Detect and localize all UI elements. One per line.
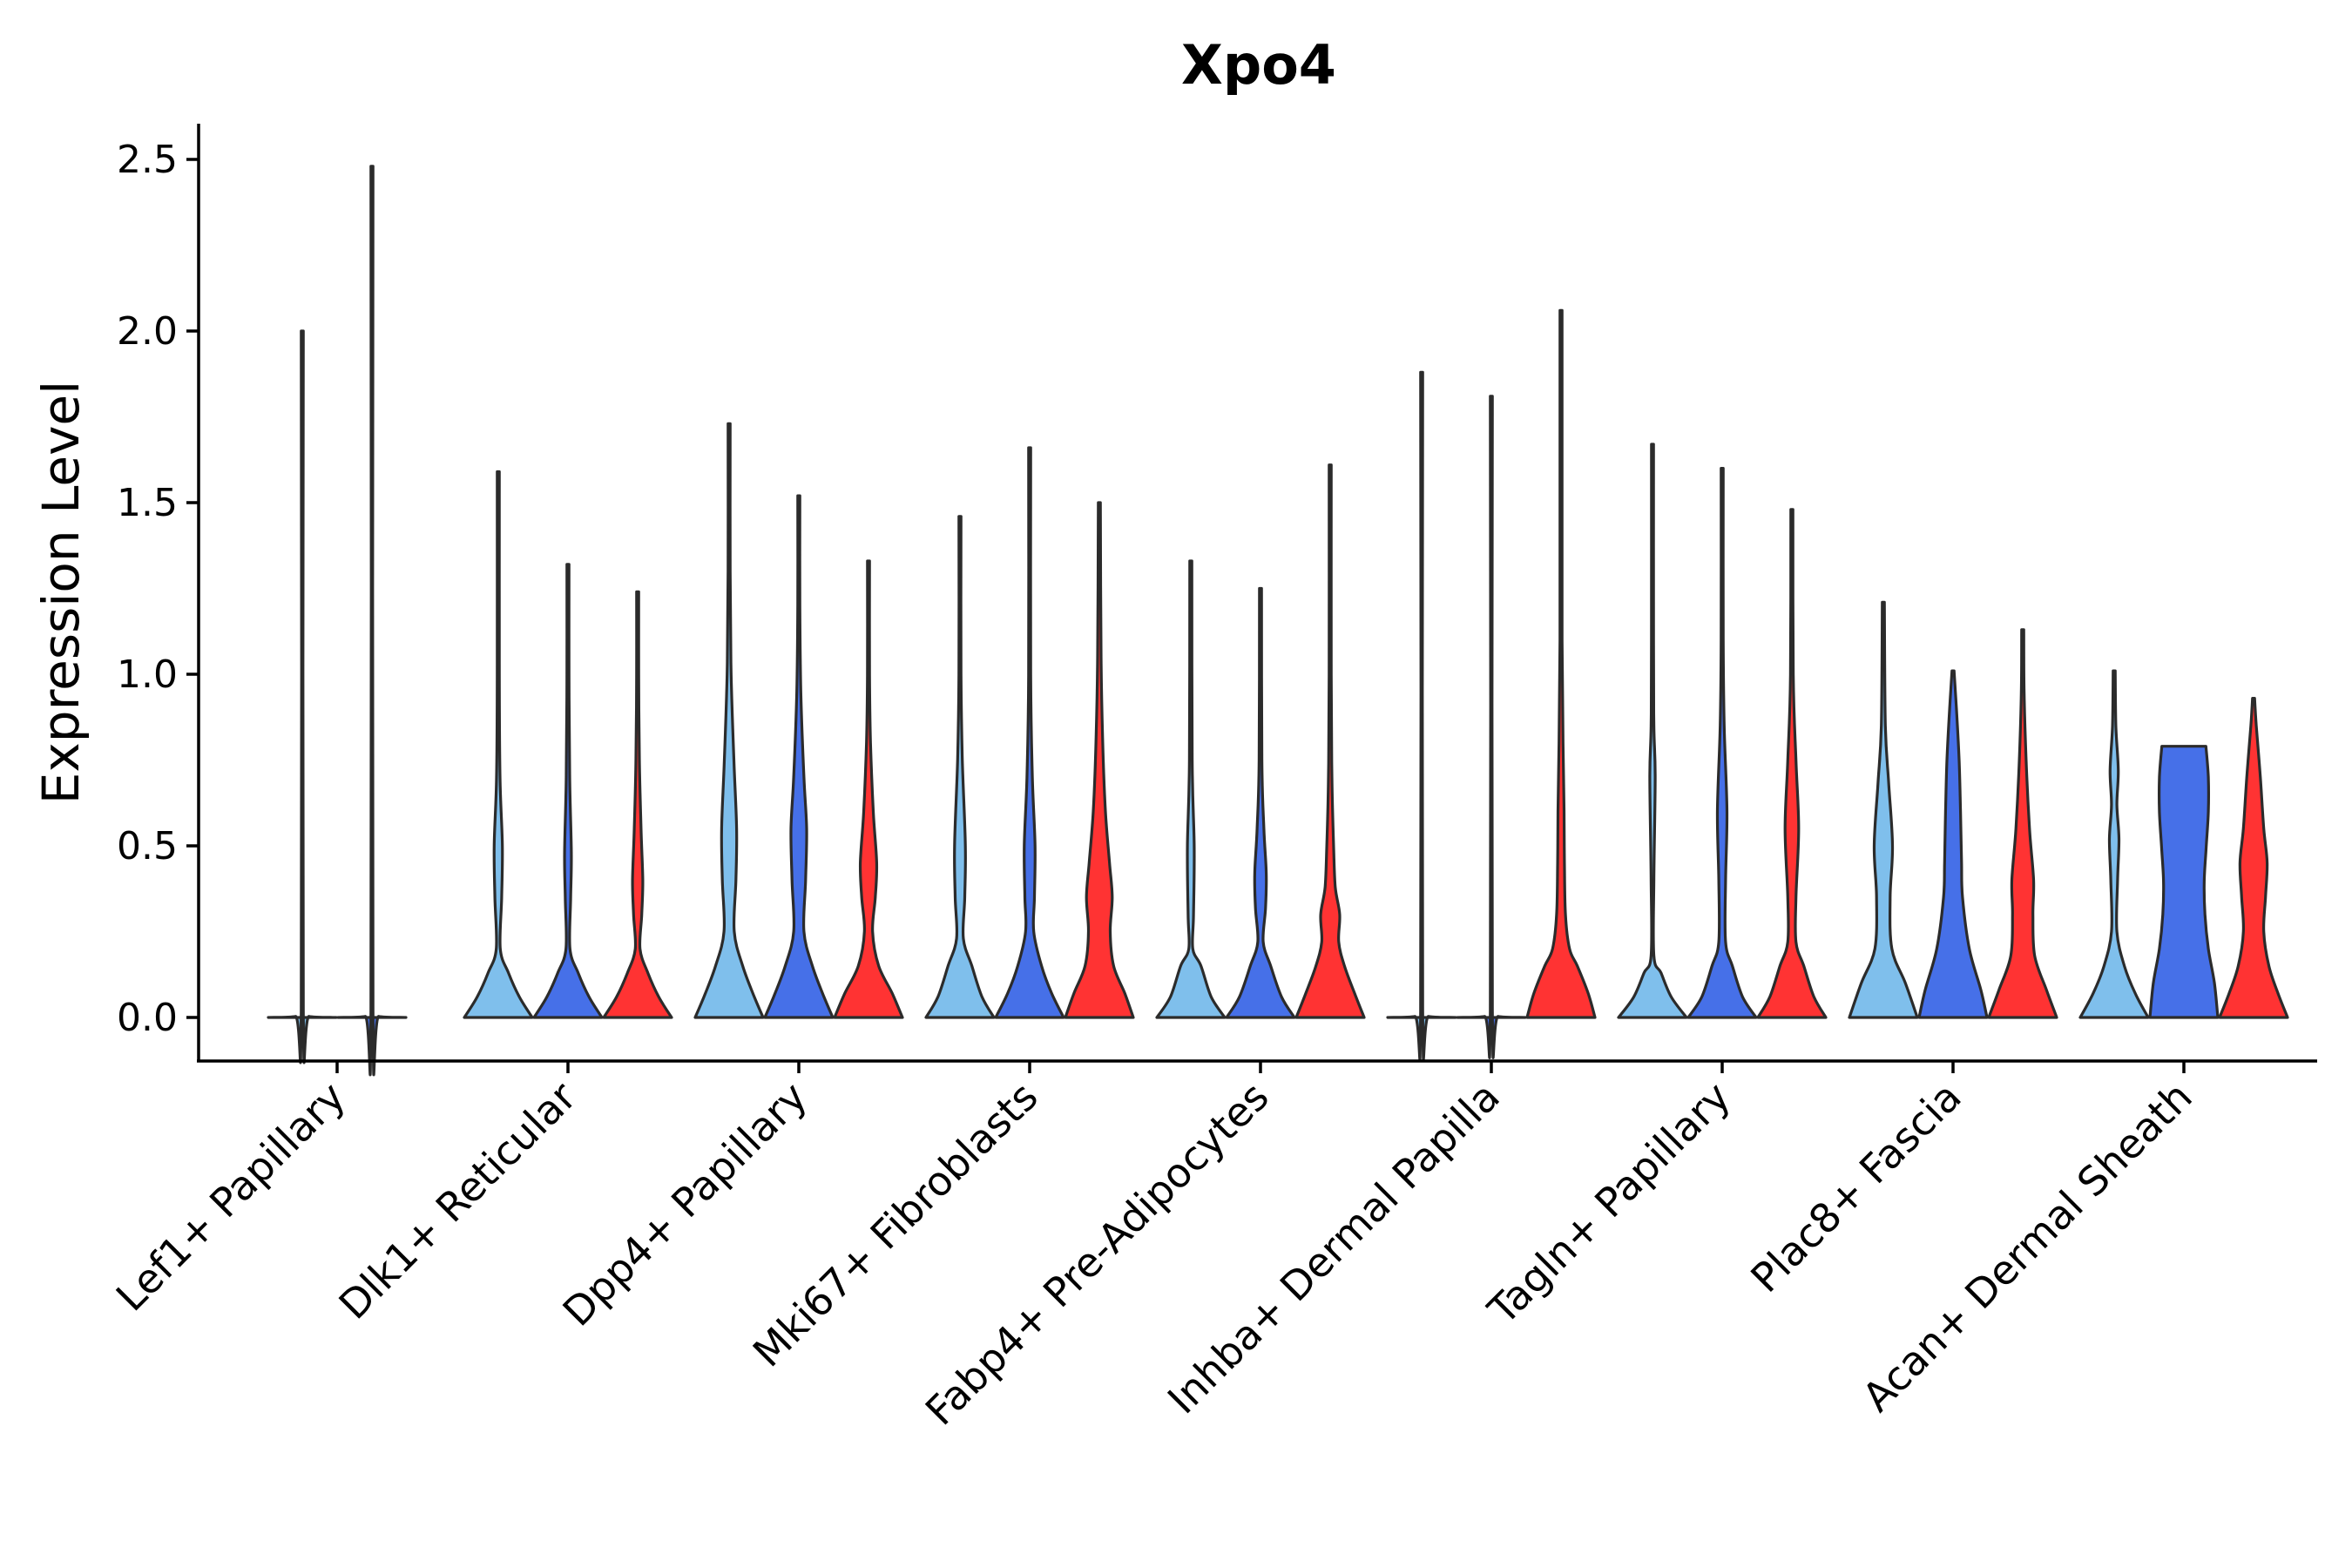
y-tick-label: 0.0 <box>117 996 178 1040</box>
violin-9-2 <box>2148 745 2220 1019</box>
y-tick-label: 1.5 <box>117 481 178 525</box>
violin-9-1 <box>2078 669 2150 1019</box>
violin-3-2 <box>763 494 835 1019</box>
violin-6-3 <box>1525 308 1597 1019</box>
y-tick-label: 2.0 <box>117 309 178 354</box>
y-axis-label: Expression Level <box>31 381 91 804</box>
violin-2-3 <box>602 590 673 1019</box>
y-tick-label: 1.0 <box>117 652 178 697</box>
violin-8-1 <box>1848 600 1919 1019</box>
x-tick-label: Lef1+ Papillary <box>107 1073 355 1321</box>
violin-3-3 <box>833 559 904 1019</box>
violin-8-3 <box>1987 628 2058 1019</box>
violin-7-1 <box>1617 443 1688 1019</box>
violin-7-3 <box>1756 508 1828 1019</box>
violin-5-3 <box>1294 463 1366 1019</box>
violin-4-3 <box>1064 501 1135 1019</box>
y-tick-label: 0.5 <box>117 824 178 868</box>
violin-4-1 <box>924 515 996 1019</box>
y-axis: 0.0 0.5 1.0 1.5 2.0 2.5 <box>117 138 199 1040</box>
violin-6-2 <box>1456 395 1527 1059</box>
chart-title: Xpo4 <box>1181 33 1336 97</box>
violin-6-1 <box>1386 370 1457 1061</box>
x-tick-label: Plac8+ Fascia <box>1741 1073 1970 1301</box>
violin-5-2 <box>1225 586 1296 1019</box>
violin-4-2 <box>994 446 1065 1019</box>
violin-5-1 <box>1155 559 1227 1019</box>
x-tick-label: Dlk1+ Reticular <box>330 1073 585 1328</box>
violin-1-2 <box>336 165 408 1077</box>
x-tick-label: Dpp4+ Papillary <box>554 1073 816 1335</box>
violin-9-3 <box>2218 697 2289 1019</box>
x-tick-label: Tagln+ Papillary <box>1478 1073 1740 1335</box>
violin-3-1 <box>693 422 765 1019</box>
violin-8-2 <box>1917 669 1989 1019</box>
violin-2-1 <box>463 470 534 1019</box>
y-tick-label: 2.5 <box>117 138 178 182</box>
violin-layer <box>267 165 2289 1077</box>
violin-2-2 <box>532 563 604 1019</box>
violin-7-2 <box>1686 467 1758 1019</box>
violin-1-1 <box>267 329 338 1064</box>
